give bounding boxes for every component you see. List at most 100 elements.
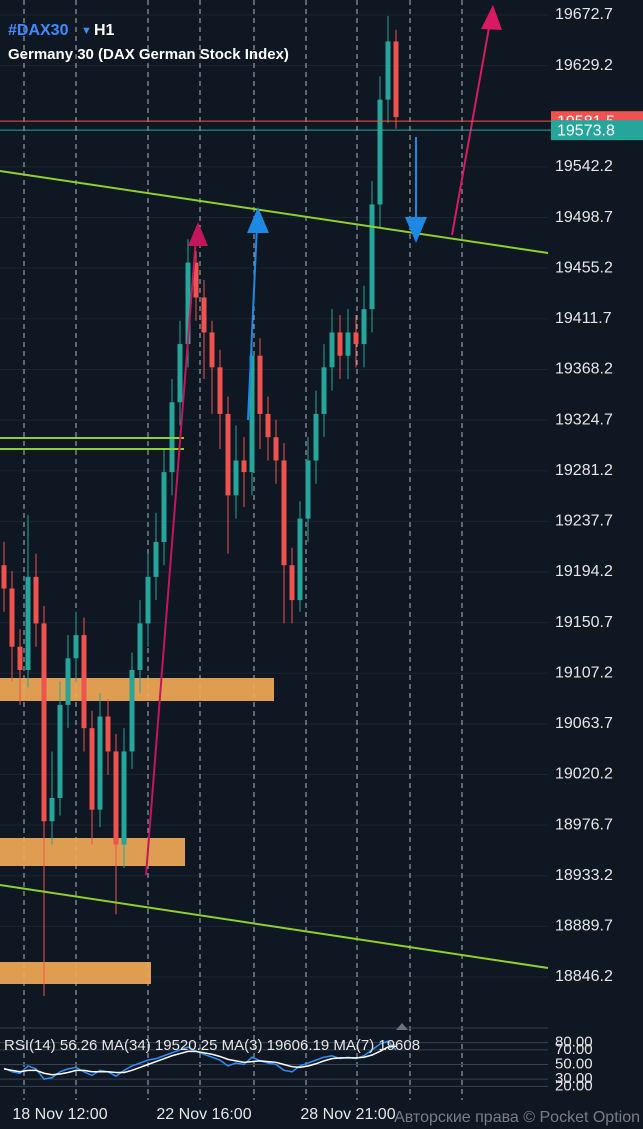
zone: [0, 678, 274, 701]
arrow: [247, 224, 258, 421]
x-tick-label: 22 Nov 16:00: [156, 1106, 251, 1123]
candle-body: [153, 541, 159, 577]
drawings: [0, 5, 549, 969]
candle-body: [313, 413, 319, 461]
y-tick-label: 18846.2: [555, 968, 613, 985]
trend-line: [0, 884, 549, 969]
candle-body: [145, 576, 151, 624]
candle-body: [121, 751, 127, 845]
rsi-title: RSI(14) 56.26 MA(34) 19520.25 MA(3) 1960…: [4, 1037, 420, 1054]
candle-body: [257, 355, 263, 414]
y-tick-label: 18933.2: [555, 867, 613, 884]
candle-body: [105, 716, 111, 752]
watermark: Авторские права © Pocket Option: [394, 1109, 640, 1126]
y-tick-label: 19542.2: [555, 158, 613, 175]
candle-body: [57, 704, 63, 799]
candle-body: [217, 367, 223, 414]
y-tick-label: 19498.7: [555, 209, 613, 226]
candle-body: [201, 297, 207, 333]
rsi-tick-label: 50.00: [555, 1055, 593, 1072]
timeframe[interactable]: H1: [94, 22, 115, 39]
y-tick-label: 19063.7: [555, 715, 613, 732]
candle-body: [369, 204, 375, 310]
rsi-tick-label: 70.00: [555, 1041, 593, 1058]
arrow-head: [405, 217, 427, 243]
rsi-tick-label: 30.00: [555, 1070, 593, 1087]
arrow-head: [247, 207, 269, 233]
x-tick-label: 28 Nov 21:00: [300, 1106, 395, 1123]
candle-body: [33, 576, 39, 624]
y-tick-label: 19020.2: [555, 766, 613, 783]
candle-body: [161, 472, 167, 542]
candle-body: [273, 437, 279, 461]
arrow: [145, 237, 197, 876]
candle-body: [49, 798, 55, 822]
y-tick-label: 19194.2: [555, 563, 613, 580]
trend-line: [0, 170, 549, 254]
candle-body: [377, 99, 383, 205]
rsi-tick-label: 80.00: [555, 1034, 593, 1051]
candle-body: [177, 344, 183, 403]
price-axis: 19672.7 19629.2 19542.2 19498.7 19455.2 19411…: [0, 6, 643, 985]
candle-body: [113, 751, 119, 845]
price-label: 19573.8: [557, 122, 615, 139]
candle-body: [89, 728, 95, 810]
chart-title[interactable]: #DAX30: [8, 22, 69, 39]
y-tick-label: 19629.2: [555, 57, 613, 74]
y-tick-label: 18889.7: [555, 918, 613, 935]
y-tick-label: 19411.7: [555, 310, 612, 327]
candle-body: [393, 41, 399, 118]
candle-body: [193, 262, 199, 298]
candle-body: [345, 332, 351, 356]
y-tick-label: 19324.7: [555, 411, 613, 428]
candle-body: [1, 565, 7, 589]
candle-body: [81, 635, 87, 729]
candle-body: [249, 355, 255, 473]
candle-body: [329, 332, 335, 368]
symbol-dropdown[interactable]: ▼: [81, 25, 92, 37]
price-label-box: [551, 120, 643, 141]
candle-body: [289, 565, 295, 601]
candle-body: [225, 413, 231, 496]
y-tick-label: 18976.7: [555, 816, 613, 833]
candle-body: [305, 460, 311, 519]
candle-body: [353, 332, 359, 345]
candle-body: [17, 646, 23, 670]
candle-body: [129, 669, 135, 752]
y-tick-label: 19237.7: [555, 513, 613, 530]
candle-body: [241, 460, 247, 473]
candle-body: [185, 262, 191, 345]
y-tick-label: 19455.2: [555, 259, 613, 276]
candle-body: [65, 658, 71, 705]
zone: [0, 962, 151, 984]
candle-body: [337, 332, 343, 356]
rsi-line: [3, 1045, 397, 1076]
arrow-head: [188, 222, 208, 246]
candle-body: [97, 716, 103, 810]
candle-body: [297, 518, 303, 601]
candles: [1, 15, 399, 996]
rsi-tick-label: 20.00: [555, 1077, 593, 1094]
arrow: [451, 21, 491, 236]
panel-handle[interactable]: [396, 1023, 408, 1030]
candle-body: [137, 623, 143, 670]
chart-subtitle: Germany 30 (DAX German Stock Index): [8, 46, 289, 63]
y-tick-label: 19107.2: [555, 664, 613, 681]
candle-body: [9, 588, 15, 647]
candle-body: [361, 309, 367, 345]
candle-body: [25, 576, 31, 670]
y-tick-label: 19672.7: [555, 6, 613, 23]
candle-body: [233, 460, 239, 496]
x-tick-label: 18 Nov 12:00: [12, 1106, 107, 1123]
candle-body: [321, 367, 327, 414]
candle-body: [281, 460, 287, 566]
y-tick-label: 19281.2: [555, 462, 613, 479]
y-tick-label: 19368.2: [555, 361, 613, 378]
y-tick-label: 19150.7: [555, 614, 613, 631]
candle-body: [73, 635, 79, 659]
candle-body: [209, 332, 215, 368]
candle-body: [265, 413, 271, 438]
